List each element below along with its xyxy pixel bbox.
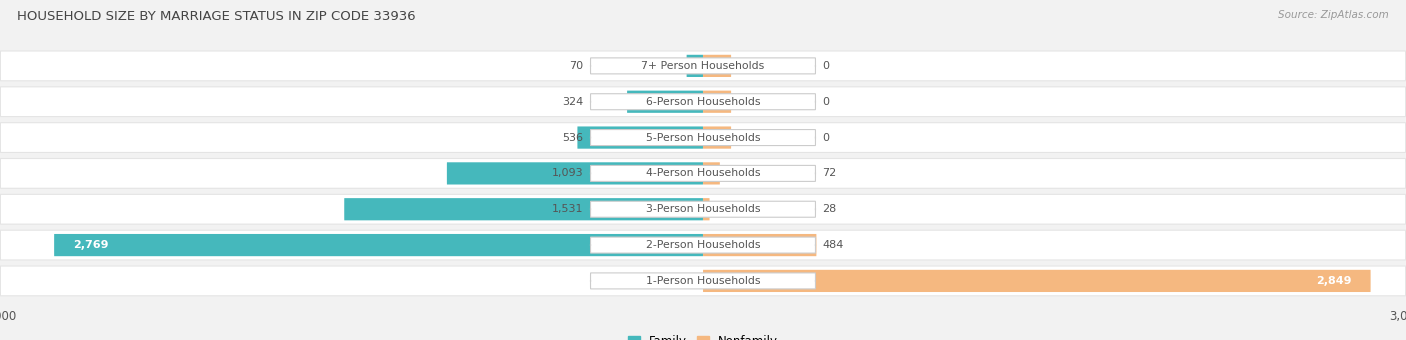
FancyBboxPatch shape	[591, 94, 815, 110]
FancyBboxPatch shape	[1, 87, 1405, 116]
FancyBboxPatch shape	[0, 266, 1406, 296]
FancyBboxPatch shape	[0, 86, 1406, 117]
FancyBboxPatch shape	[0, 230, 1406, 260]
Text: 28: 28	[823, 204, 837, 214]
Text: 0: 0	[823, 97, 830, 107]
Text: 0: 0	[823, 133, 830, 142]
Text: 5-Person Households: 5-Person Households	[645, 133, 761, 142]
Text: 7+ Person Households: 7+ Person Households	[641, 61, 765, 71]
FancyBboxPatch shape	[703, 91, 731, 113]
Text: 0: 0	[823, 61, 830, 71]
FancyBboxPatch shape	[703, 162, 720, 185]
FancyBboxPatch shape	[703, 270, 1371, 292]
FancyBboxPatch shape	[591, 130, 815, 146]
FancyBboxPatch shape	[0, 122, 1406, 153]
FancyBboxPatch shape	[591, 165, 815, 182]
Text: 3-Person Households: 3-Person Households	[645, 204, 761, 214]
Text: Source: ZipAtlas.com: Source: ZipAtlas.com	[1278, 10, 1389, 20]
Text: 1-Person Households: 1-Person Households	[645, 276, 761, 286]
FancyBboxPatch shape	[591, 237, 815, 253]
Text: 2,769: 2,769	[73, 240, 108, 250]
FancyBboxPatch shape	[627, 91, 703, 113]
FancyBboxPatch shape	[591, 273, 815, 289]
FancyBboxPatch shape	[344, 198, 703, 220]
Text: 2-Person Households: 2-Person Households	[645, 240, 761, 250]
Text: 484: 484	[823, 240, 844, 250]
FancyBboxPatch shape	[703, 198, 710, 220]
FancyBboxPatch shape	[0, 50, 1406, 81]
FancyBboxPatch shape	[0, 194, 1406, 225]
Legend: Family, Nonfamily: Family, Nonfamily	[628, 335, 778, 340]
FancyBboxPatch shape	[578, 126, 703, 149]
Text: 536: 536	[562, 133, 583, 142]
FancyBboxPatch shape	[1, 159, 1405, 188]
Text: 324: 324	[562, 97, 583, 107]
FancyBboxPatch shape	[1, 52, 1405, 80]
Text: 1,093: 1,093	[553, 168, 583, 179]
FancyBboxPatch shape	[703, 234, 817, 256]
FancyBboxPatch shape	[703, 55, 731, 77]
Text: 72: 72	[823, 168, 837, 179]
Text: 6-Person Households: 6-Person Households	[645, 97, 761, 107]
FancyBboxPatch shape	[53, 234, 703, 256]
FancyBboxPatch shape	[686, 55, 703, 77]
Text: 1,531: 1,531	[553, 204, 583, 214]
Text: 2,849: 2,849	[1316, 276, 1353, 286]
Text: 4-Person Households: 4-Person Households	[645, 168, 761, 179]
FancyBboxPatch shape	[1, 195, 1405, 224]
FancyBboxPatch shape	[703, 126, 731, 149]
FancyBboxPatch shape	[591, 201, 815, 217]
FancyBboxPatch shape	[591, 58, 815, 74]
FancyBboxPatch shape	[1, 231, 1405, 259]
FancyBboxPatch shape	[447, 162, 703, 185]
FancyBboxPatch shape	[1, 123, 1405, 152]
FancyBboxPatch shape	[0, 158, 1406, 189]
Text: HOUSEHOLD SIZE BY MARRIAGE STATUS IN ZIP CODE 33936: HOUSEHOLD SIZE BY MARRIAGE STATUS IN ZIP…	[17, 10, 416, 23]
Text: 70: 70	[569, 61, 583, 71]
FancyBboxPatch shape	[1, 267, 1405, 295]
